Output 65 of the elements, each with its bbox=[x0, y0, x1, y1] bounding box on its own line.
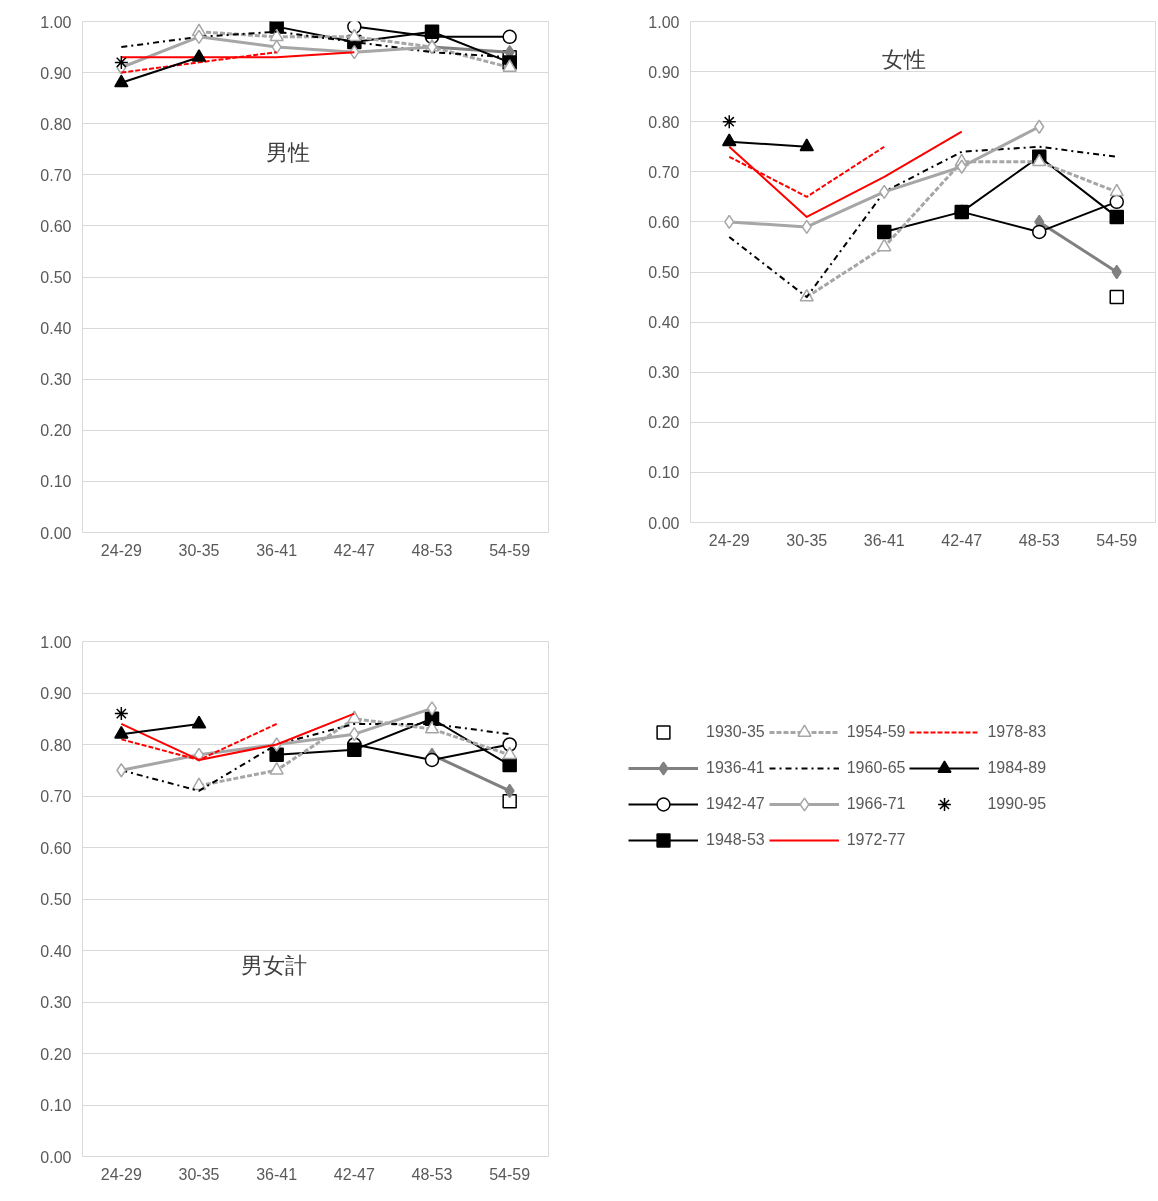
y-tick-label: 0.40 bbox=[40, 942, 72, 960]
legend-label: 1972-77 bbox=[846, 831, 906, 849]
x-tick-label: 24-29 bbox=[708, 531, 750, 549]
y-tick-label: 0.70 bbox=[648, 163, 680, 181]
y-tick-label: 0.50 bbox=[40, 269, 72, 286]
legend-label: 1948-53 bbox=[706, 831, 765, 849]
text: 男性 bbox=[265, 140, 310, 166]
y-tick-label: 0.00 bbox=[40, 524, 72, 542]
legend-label: 1954-59 bbox=[846, 723, 906, 741]
y-tick-label: 0.90 bbox=[40, 64, 72, 82]
y-tick-label: 1.00 bbox=[40, 13, 72, 31]
y-tick-label: 0.80 bbox=[40, 115, 72, 133]
y-tick-label: 0.90 bbox=[648, 63, 680, 81]
legend-label: 1936-41 bbox=[706, 759, 765, 777]
y-tick-label: 1.00 bbox=[648, 13, 680, 31]
text: 男女計 bbox=[240, 953, 307, 979]
y-tick-label: 0.70 bbox=[40, 788, 72, 805]
y-tick-label: 0.80 bbox=[648, 113, 680, 131]
x-tick-label: 42-47 bbox=[941, 531, 983, 549]
legend-label: 1966-71 bbox=[846, 795, 906, 813]
x-tick-label: 36-41 bbox=[256, 541, 298, 559]
y-tick-label: 0.50 bbox=[648, 264, 680, 281]
legend-label: 1942-47 bbox=[706, 795, 765, 813]
y-tick-label: 0.10 bbox=[40, 1097, 72, 1114]
x-tick-label: 54-59 bbox=[1096, 531, 1138, 549]
x-tick-label: 30-35 bbox=[786, 531, 828, 549]
y-tick-label: 0.60 bbox=[40, 839, 72, 857]
x-tick-label: 48-53 bbox=[411, 1165, 453, 1183]
y-tick-label: 0.40 bbox=[648, 314, 680, 332]
y-tick-label: 0.10 bbox=[648, 464, 680, 482]
x-tick-label: 48-53 bbox=[411, 541, 453, 559]
y-tick-label: 0.20 bbox=[648, 414, 680, 432]
y-tick-label: 0.60 bbox=[648, 213, 680, 231]
x-tick-label: 42-47 bbox=[333, 1165, 375, 1183]
legend-label: 1990-95 bbox=[987, 795, 1047, 813]
x-tick-label: 54-59 bbox=[489, 541, 531, 559]
legend-label: 1960-65 bbox=[846, 759, 906, 777]
y-tick-label: 0.80 bbox=[40, 736, 72, 754]
y-tick-label: 0.10 bbox=[40, 473, 72, 491]
y-tick-label: 0.00 bbox=[40, 1148, 72, 1166]
text: 女性 bbox=[882, 47, 927, 73]
x-tick-label: 36-41 bbox=[256, 1165, 298, 1183]
y-tick-label: 0.30 bbox=[40, 371, 72, 389]
y-tick-label: 0.90 bbox=[40, 685, 72, 702]
y-tick-label: 0.70 bbox=[40, 166, 72, 184]
x-tick-label: 30-35 bbox=[178, 541, 220, 559]
y-tick-label: 1.00 bbox=[40, 633, 72, 651]
x-tick-label: 48-53 bbox=[1018, 531, 1060, 549]
x-tick-label: 36-41 bbox=[863, 531, 905, 549]
legend-label: 1930-35 bbox=[706, 723, 765, 741]
y-tick-label: 0.60 bbox=[40, 217, 72, 235]
y-tick-label: 0.20 bbox=[40, 422, 72, 440]
x-tick-label: 24-29 bbox=[100, 1165, 142, 1183]
x-tick-label: 24-29 bbox=[100, 541, 142, 559]
x-tick-label: 42-47 bbox=[333, 541, 375, 559]
y-tick-label: 0.20 bbox=[40, 1045, 72, 1063]
y-tick-label: 0.30 bbox=[40, 994, 72, 1011]
x-tick-label: 30-35 bbox=[178, 1165, 220, 1183]
y-tick-label: 0.00 bbox=[648, 514, 680, 532]
y-tick-label: 0.40 bbox=[40, 320, 72, 338]
x-tick-label: 54-59 bbox=[489, 1165, 531, 1183]
y-tick-label: 0.30 bbox=[648, 364, 680, 382]
legend-label: 1984-89 bbox=[987, 759, 1047, 777]
y-tick-label: 0.50 bbox=[40, 891, 72, 908]
legend-label: 1978-83 bbox=[987, 723, 1047, 741]
